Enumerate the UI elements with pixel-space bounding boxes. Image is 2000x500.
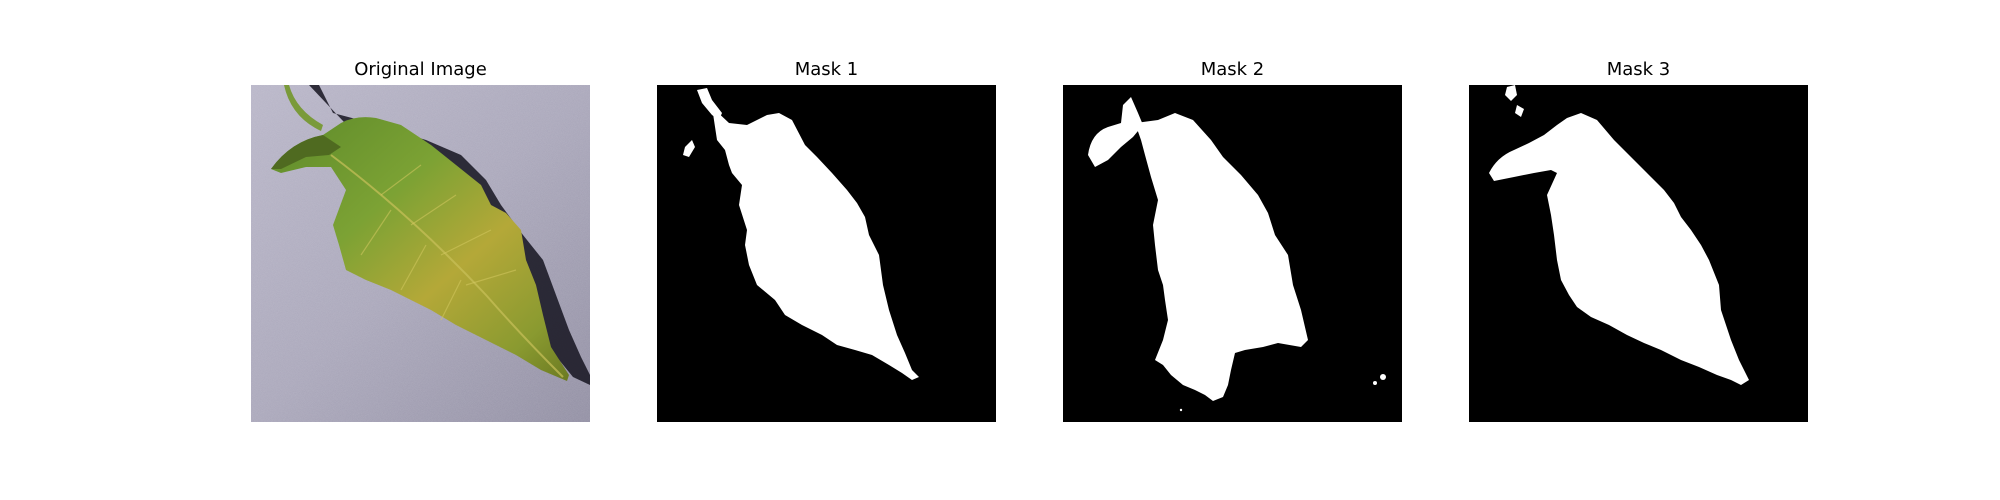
panel-title: Mask 1 (794, 59, 859, 80)
panel-mask-3: Mask 3 (1469, 0, 1808, 500)
panel-mask-2: Mask 2 (1063, 0, 1402, 500)
mask-2-image (1063, 85, 1402, 422)
panel-title: Original Image (354, 59, 487, 80)
original-leaf-photo (251, 85, 590, 422)
panel-title: Mask 3 (1606, 59, 1671, 80)
panel-original-image: Original Image (251, 0, 590, 500)
panel-title: Mask 2 (1200, 59, 1265, 80)
panel-mask-1: Mask 1 (657, 0, 996, 500)
mask-1-image (657, 85, 996, 422)
mask-3-image (1469, 85, 1808, 422)
